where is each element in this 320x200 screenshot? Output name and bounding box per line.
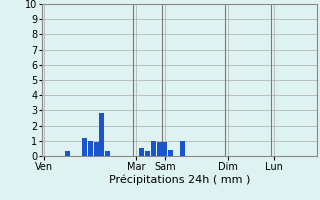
Bar — [88, 141, 93, 156]
Bar — [145, 151, 150, 156]
Bar — [163, 142, 167, 156]
Bar — [157, 142, 162, 156]
Bar — [100, 113, 104, 156]
Bar — [151, 141, 156, 156]
X-axis label: Précipitations 24h ( mm ): Précipitations 24h ( mm ) — [108, 174, 250, 185]
Bar — [168, 150, 173, 156]
Bar — [105, 151, 110, 156]
Bar — [180, 141, 185, 156]
Bar — [82, 138, 87, 156]
Bar — [140, 148, 144, 156]
Bar — [94, 142, 99, 156]
Bar — [65, 151, 70, 156]
